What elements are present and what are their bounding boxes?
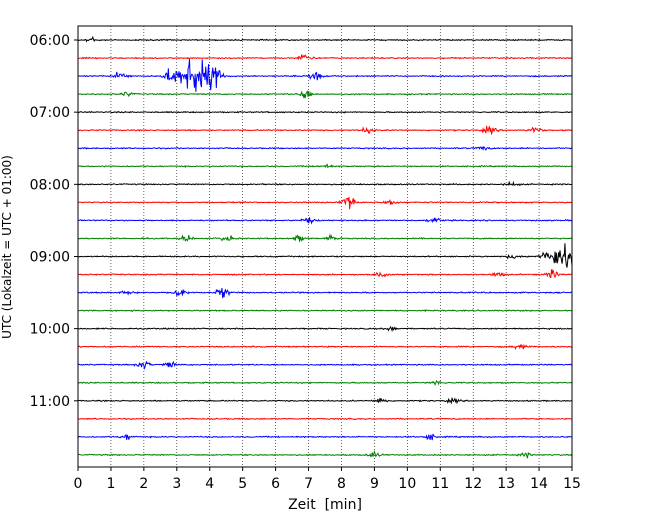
trace-0715 [77, 125, 573, 135]
x-tick-label-2: 2 [139, 476, 148, 492]
trace-1030 [77, 360, 573, 371]
x-tick-label-8: 8 [337, 476, 346, 492]
trace-0800 [77, 180, 573, 187]
trace-1115 [77, 417, 573, 421]
y-tick-label-06:00: 06:00 [30, 33, 70, 49]
x-tick-label-6: 6 [271, 476, 280, 492]
trace-0945 [77, 309, 573, 313]
trace-0730 [77, 146, 573, 151]
trace-0745 [77, 163, 573, 169]
trace-0845 [77, 233, 573, 242]
x-tick-label-3: 3 [172, 476, 181, 492]
y-tick-label-07:00: 07:00 [30, 105, 70, 121]
plot-frame [77, 25, 573, 468]
x-tick-label-14: 14 [530, 476, 548, 492]
trace-0915 [77, 268, 573, 279]
trace-0645 [77, 90, 573, 99]
x-tick-label-0: 0 [74, 476, 83, 492]
y-tick-label-10:00: 10:00 [30, 322, 70, 338]
x-tick-label-10: 10 [398, 476, 416, 492]
x-tick-label-9: 9 [370, 476, 379, 492]
x-tick-label-4: 4 [205, 476, 214, 492]
trace-0600 [77, 35, 573, 43]
trace-0830 [77, 217, 573, 225]
trace-1015 [77, 343, 573, 351]
x-tick-label-12: 12 [464, 476, 482, 492]
trace-0630 [77, 59, 573, 92]
x-tick-label-1: 1 [106, 476, 115, 492]
trace-0900 [77, 243, 573, 268]
x-tick-label-7: 7 [304, 476, 313, 492]
trace-1000 [77, 325, 573, 333]
trace-0700 [77, 110, 573, 114]
trace-1130 [77, 433, 573, 441]
trace-0615 [77, 54, 573, 61]
x-tick-label-11: 11 [431, 476, 449, 492]
x-tick-label-13: 13 [497, 476, 515, 492]
y-ticks: 06:00 07:00 08:00 09:00 10:00 11:00 [30, 33, 78, 410]
x-axis-title: Zeit [min] [288, 497, 362, 513]
y-tick-label-09:00: 09:00 [30, 249, 70, 265]
trace-1145 [77, 450, 573, 459]
trace-1045 [77, 379, 573, 386]
x-ticks: 0 1 2 3 4 5 6 7 8 9 10 11 12 13 14 15 [74, 467, 581, 492]
x-tick-label-5: 5 [238, 476, 247, 492]
y-tick-label-08:00: 08:00 [30, 177, 70, 193]
y-tick-label-11:00: 11:00 [30, 394, 70, 410]
y-axis-title: UTC (Lokalzeit = UTC + 01:00) [0, 155, 14, 339]
trace-1100 [77, 397, 573, 405]
trace-0930 [77, 288, 573, 299]
trace-0815 [77, 196, 573, 210]
traces [77, 35, 573, 459]
x-tick-label-15: 15 [563, 476, 581, 492]
